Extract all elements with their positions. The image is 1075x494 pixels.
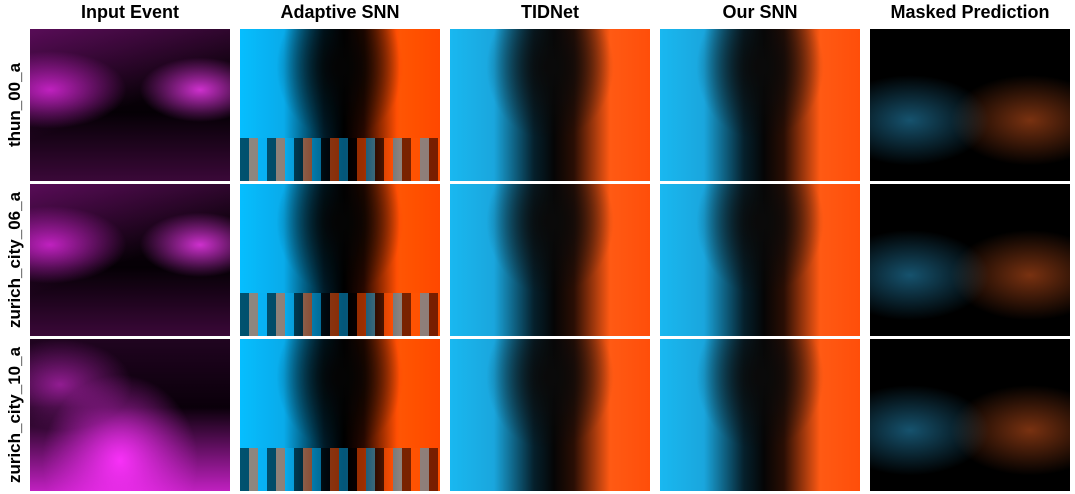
image-panel (660, 339, 860, 491)
image-panel (870, 29, 1070, 181)
column-header: Masked Prediction (870, 2, 1070, 23)
figure: Input Event Adaptive SNN TIDNet Our SNN Mask… (0, 0, 1075, 494)
column-header: Input Event (30, 2, 230, 23)
image-panel (660, 184, 860, 336)
image-panel (30, 339, 230, 491)
column-header: Adaptive SNN (240, 2, 440, 23)
image-panel (660, 29, 860, 181)
image-panel (450, 29, 650, 181)
row-label: thun_00_a (5, 63, 25, 147)
image-panel (240, 29, 440, 181)
image-panel (450, 339, 650, 491)
column-header: TIDNet (450, 2, 650, 23)
image-panel (450, 184, 650, 336)
row-label: zurich_city_10_a (5, 347, 25, 483)
image-panel (30, 29, 230, 181)
image-panel (870, 339, 1070, 491)
column-header: Our SNN (660, 2, 860, 23)
image-panel (30, 184, 230, 336)
row-label: zurich_city_06_a (5, 192, 25, 328)
image-panel (240, 339, 440, 491)
image-panel (240, 184, 440, 336)
image-panel (870, 184, 1070, 336)
